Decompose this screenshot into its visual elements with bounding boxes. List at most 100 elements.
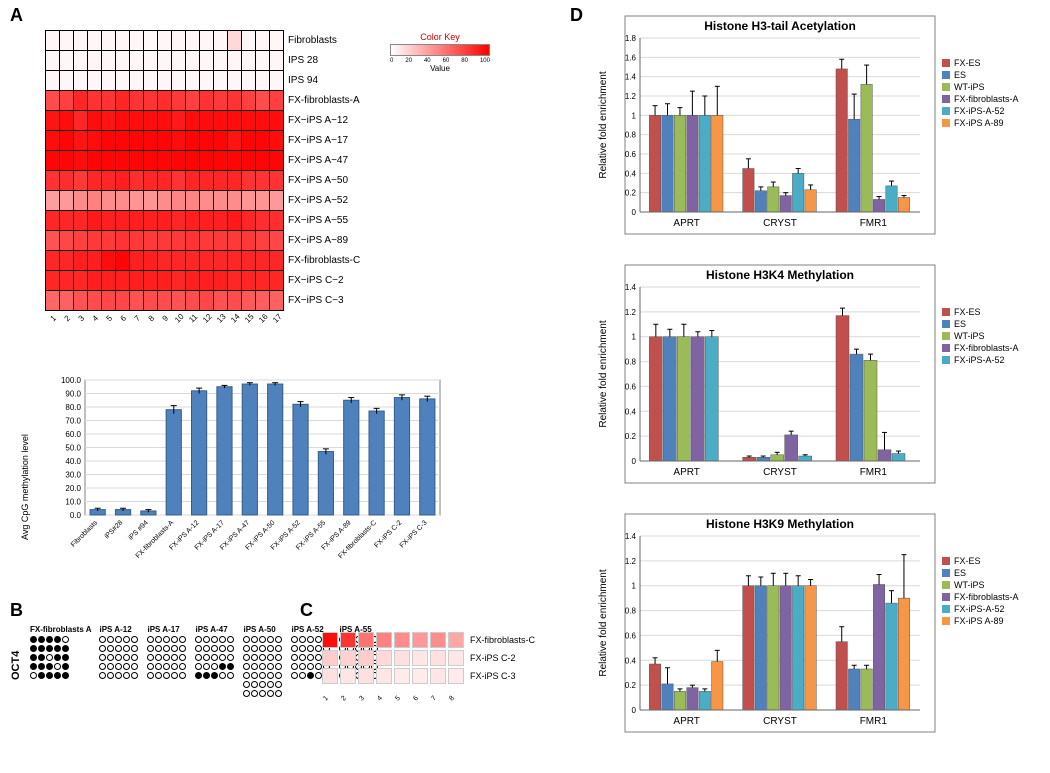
svg-text:40.0: 40.0 bbox=[65, 457, 81, 466]
heatmap-cell bbox=[172, 71, 186, 91]
heatmap-cell bbox=[74, 31, 88, 51]
heatmap-cell bbox=[172, 51, 186, 71]
cpg-circle bbox=[275, 681, 282, 688]
heatmap-cell bbox=[172, 251, 186, 271]
heatmap-cell bbox=[88, 31, 102, 51]
cpg-circle bbox=[179, 645, 186, 652]
legend-swatch bbox=[942, 617, 950, 625]
cpg-circle bbox=[259, 672, 266, 679]
heatmap-cell bbox=[60, 171, 74, 191]
cpg-circle bbox=[54, 672, 61, 679]
cpg-circle bbox=[219, 663, 226, 670]
cpg-circle bbox=[227, 654, 234, 661]
methbar-ylabel: Avg CpG methylation level bbox=[20, 434, 30, 540]
heatmap-cell bbox=[88, 131, 102, 151]
cpg-circle bbox=[307, 663, 314, 670]
legend-swatch bbox=[942, 605, 950, 613]
svg-text:Histone H3K9 Methylation: Histone H3K9 Methylation bbox=[706, 517, 854, 531]
cpg-circle bbox=[107, 663, 114, 670]
cpg-circle bbox=[259, 690, 266, 697]
cpg-circle bbox=[38, 663, 45, 670]
svg-text:0.8: 0.8 bbox=[625, 358, 637, 367]
heatmap-cell bbox=[270, 31, 284, 51]
legend-swatch bbox=[942, 320, 950, 328]
heatmap-cell bbox=[256, 91, 270, 111]
heatmap-cell bbox=[242, 171, 256, 191]
heatmap-cell bbox=[74, 151, 88, 171]
cpg-circle bbox=[179, 672, 186, 679]
heatmap-cell bbox=[172, 191, 186, 211]
cpg-circle bbox=[131, 654, 138, 661]
heatmap-cell bbox=[256, 31, 270, 51]
cpg-circle bbox=[171, 654, 178, 661]
svg-text:0.4: 0.4 bbox=[625, 656, 637, 665]
heatmap-cell bbox=[256, 231, 270, 251]
legend-swatch bbox=[942, 581, 950, 589]
heatmap-row-label: IPS 94 bbox=[284, 71, 361, 91]
cpg-circle bbox=[195, 654, 202, 661]
cpg-circle bbox=[211, 645, 218, 652]
cpg-circle bbox=[267, 690, 274, 697]
heatmap-cell bbox=[242, 51, 256, 71]
heatmap-cell bbox=[158, 211, 172, 231]
cpg-circle bbox=[147, 654, 154, 661]
cpg-circle bbox=[251, 663, 258, 670]
heatmap-cell bbox=[88, 251, 102, 271]
heatmap-cell bbox=[46, 151, 60, 171]
cpg-circle bbox=[155, 636, 162, 643]
svg-text:APRT: APRT bbox=[673, 467, 700, 478]
heatmap-row-label: FX-fibroblasts-A bbox=[284, 91, 361, 111]
cpg-circle bbox=[155, 654, 162, 661]
cpg-circle bbox=[54, 645, 61, 652]
heatmap-cell bbox=[214, 251, 228, 271]
heatmap-cell bbox=[186, 151, 200, 171]
heatmap-cell bbox=[228, 111, 242, 131]
heatmap-cell bbox=[172, 211, 186, 231]
heatmap-cell bbox=[242, 251, 256, 271]
cpg-circle bbox=[38, 636, 45, 643]
heatmap-cell bbox=[256, 271, 270, 291]
heatmap-cell bbox=[88, 111, 102, 131]
cpg-circle bbox=[307, 654, 314, 661]
heatmap-cell bbox=[256, 51, 270, 71]
legend-swatch bbox=[942, 557, 950, 565]
svg-text:0: 0 bbox=[632, 457, 637, 466]
heatmap-cell bbox=[102, 131, 116, 151]
heatmap-cell bbox=[200, 111, 214, 131]
heatmap-cell bbox=[144, 251, 158, 271]
heatmap-cell bbox=[214, 231, 228, 251]
svg-text:90.0: 90.0 bbox=[65, 390, 81, 399]
heatmap-cell bbox=[158, 271, 172, 291]
cpg-circle bbox=[62, 672, 69, 679]
cpg-circle bbox=[211, 672, 218, 679]
heatmap-cell bbox=[130, 211, 144, 231]
heatmap-cell bbox=[130, 231, 144, 251]
svg-text:APRT: APRT bbox=[673, 716, 700, 727]
svg-text:100.0: 100.0 bbox=[61, 376, 82, 385]
heatmap-cell bbox=[172, 91, 186, 111]
heatmap-cell bbox=[88, 231, 102, 251]
heatmap-cell bbox=[88, 271, 102, 291]
heatmap-cell bbox=[158, 251, 172, 271]
heatmap-cell bbox=[158, 71, 172, 91]
heatmap-cell bbox=[116, 251, 130, 271]
cpg-circle bbox=[179, 663, 186, 670]
cpg-circle bbox=[46, 636, 53, 643]
legend-swatch bbox=[942, 71, 950, 79]
heatmap-cell bbox=[102, 251, 116, 271]
heatmap-cell bbox=[46, 91, 60, 111]
heatmap-row-label: FX-fibroblasts-C bbox=[284, 251, 361, 271]
heatmap-row-label: FX−iPS A−52 bbox=[284, 191, 361, 211]
heatmap-cell bbox=[130, 51, 144, 71]
svg-text:0.6: 0.6 bbox=[625, 150, 637, 159]
svg-text:0.4: 0.4 bbox=[625, 169, 637, 178]
legend-swatch bbox=[942, 593, 950, 601]
svg-text:Fibroblasts: Fibroblasts bbox=[70, 519, 100, 549]
heatmap-cell bbox=[214, 271, 228, 291]
cpg-circle bbox=[267, 636, 274, 643]
heatmap-cell bbox=[228, 71, 242, 91]
heatmap-cell bbox=[186, 271, 200, 291]
cpg-circle bbox=[131, 645, 138, 652]
heatmap-cell bbox=[60, 251, 74, 271]
legend-label: FX-ES bbox=[954, 556, 981, 566]
